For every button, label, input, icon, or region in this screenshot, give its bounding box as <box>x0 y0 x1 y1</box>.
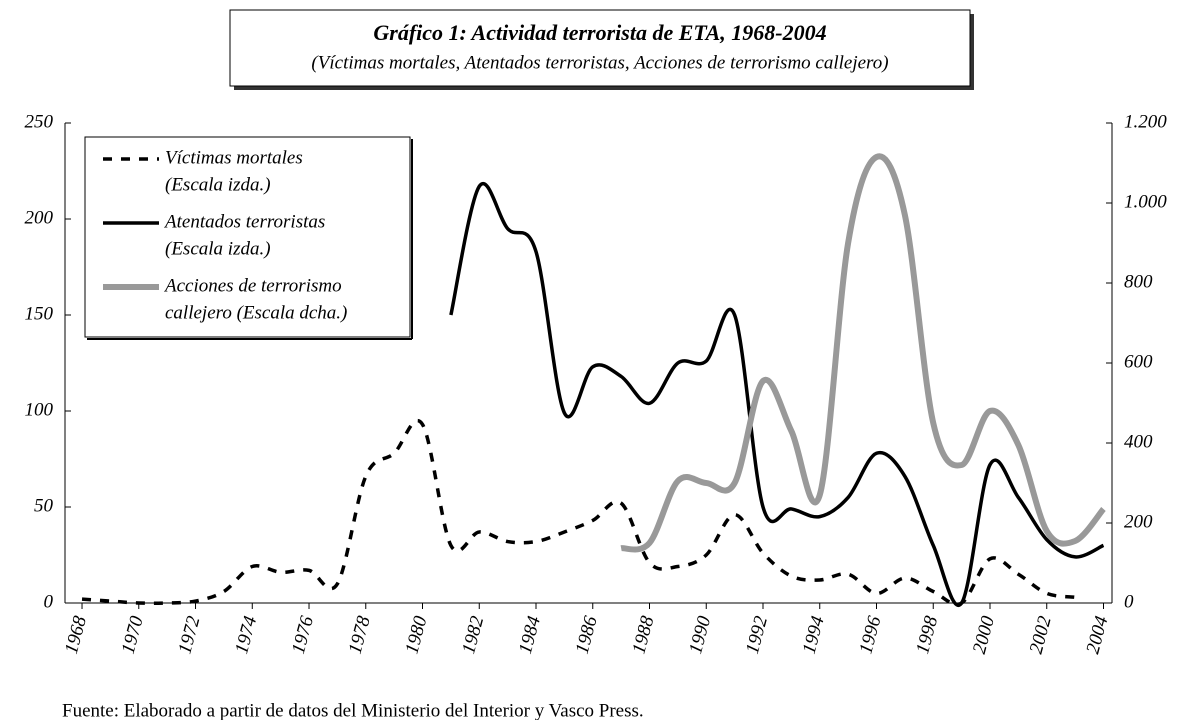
y-tick-label: 100 <box>25 399 54 420</box>
y-tick-label: 0 <box>44 591 54 612</box>
legend-label: Víctimas mortales <box>165 147 303 168</box>
legend-label: callejero (Escala dcha.) <box>165 302 347 323</box>
y-tick-label: 200 <box>25 207 54 228</box>
source-note: Fuente: Elaborado a partir de datos del … <box>62 700 644 720</box>
x-tick-label: 1972 <box>174 614 204 657</box>
x-tick-label: 1980 <box>401 614 431 657</box>
y2-tick-label: 1.200 <box>1124 111 1167 132</box>
legend-label: (Escala izda.) <box>165 238 271 259</box>
legend-label: Atentados terroristas <box>163 211 325 232</box>
legend-label: (Escala izda.) <box>165 174 271 195</box>
series-line <box>81 419 1076 606</box>
y2-tick-label: 0 <box>1124 591 1134 612</box>
x-tick-label: 1998 <box>912 614 942 657</box>
y2-tick-label: 600 <box>1124 351 1153 372</box>
title-box <box>229 9 971 87</box>
x-tick-label: 1986 <box>572 614 602 657</box>
y2-tick-label: 200 <box>1124 511 1153 532</box>
x-tick-label: 2002 <box>1026 614 1056 657</box>
legend-label: Acciones de terrorismo <box>163 275 342 296</box>
x-tick-label: 1974 <box>231 614 261 657</box>
x-tick-label: 1968 <box>61 614 91 657</box>
y2-tick-label: 400 <box>1124 431 1153 452</box>
x-tick-label: 1988 <box>628 614 658 657</box>
y-tick-label: 50 <box>34 495 54 516</box>
x-tick-label: 1984 <box>515 614 545 657</box>
y2-tick-label: 1.000 <box>1124 191 1167 212</box>
x-tick-label: 2004 <box>1082 614 1112 657</box>
series-line <box>449 181 1105 607</box>
series-line <box>620 153 1106 553</box>
x-tick-label: 1992 <box>742 614 772 657</box>
legend-box <box>84 136 411 338</box>
chart-subtitle: (Víctimas mortales, Atentados terrorista… <box>311 52 888 73</box>
x-tick-label: 1994 <box>799 614 829 657</box>
chart-title: Gráfico 1: Actividad terrorista de ETA, … <box>373 20 826 45</box>
y-tick-label: 150 <box>25 303 54 324</box>
x-tick-label: 1978 <box>345 614 375 657</box>
x-tick-label: 1996 <box>855 614 885 657</box>
x-tick-label: 1990 <box>685 614 715 657</box>
x-tick-label: 1970 <box>118 614 148 657</box>
x-tick-label: 1982 <box>458 614 488 657</box>
y2-tick-label: 800 <box>1124 271 1153 292</box>
x-tick-label: 1976 <box>288 614 318 657</box>
y-tick-label: 250 <box>25 111 54 132</box>
x-tick-label: 2000 <box>969 614 999 657</box>
